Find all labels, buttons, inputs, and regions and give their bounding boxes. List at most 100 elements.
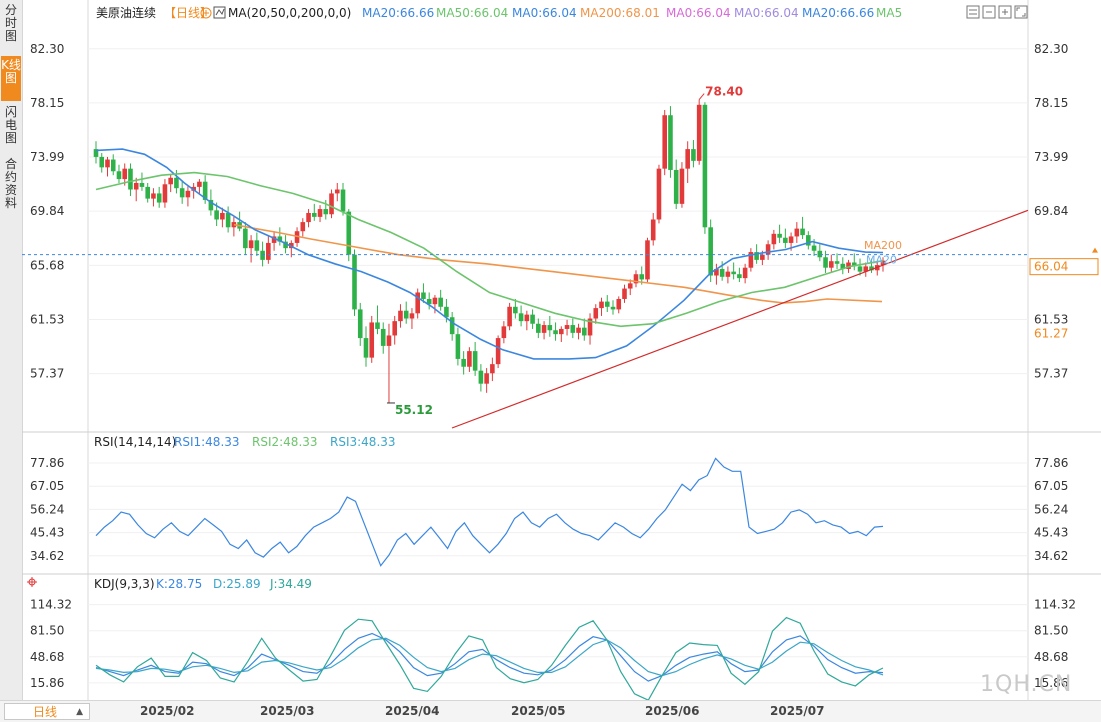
candle-body — [547, 325, 553, 331]
candle-body — [357, 309, 363, 339]
caret-up-icon: ▲ — [76, 707, 83, 717]
indicator-line-j — [95, 616, 884, 700]
candle-body — [202, 181, 208, 200]
candle-body — [380, 328, 386, 346]
current-price-label: 66.04 — [1034, 260, 1068, 274]
candle-body — [266, 242, 271, 260]
x-tick-label: 2025/02 — [140, 704, 195, 718]
candle-body — [863, 266, 869, 272]
candle-body — [645, 240, 650, 280]
candle-body — [576, 327, 581, 333]
tab-kline-chart[interactable]: K线图 — [1, 56, 21, 101]
ma-legend-item: MA5 — [876, 6, 902, 20]
indicator-legend-item: RSI1:48.33 — [174, 435, 240, 449]
candle-body — [518, 313, 524, 322]
candle-body — [599, 301, 604, 309]
zoom-in-icon[interactable] — [998, 5, 1012, 19]
indicator-legend-item: RSI2:48.33 — [252, 435, 318, 449]
candle-body — [616, 298, 622, 310]
indicator-tick-right: 15.86 — [1034, 676, 1068, 690]
settings-icon[interactable] — [966, 5, 980, 19]
candle-body — [846, 262, 851, 270]
candle-body — [110, 159, 116, 172]
candle-body — [99, 156, 105, 168]
fullscreen-icon[interactable] — [1014, 5, 1028, 19]
indicator-line-k — [95, 632, 884, 682]
current-price-box — [1029, 258, 1099, 276]
candle-body — [455, 334, 461, 359]
kdj-lines — [95, 616, 884, 700]
candle-body — [133, 182, 139, 190]
x-tick-label: 2025/04 — [385, 704, 440, 718]
ma-chart-icon[interactable] — [213, 6, 226, 19]
candle-body — [323, 209, 329, 215]
candle-body — [587, 318, 593, 336]
candle-body — [696, 104, 702, 161]
candle-body — [501, 326, 507, 339]
candle-body — [513, 306, 518, 314]
candle-body — [346, 211, 352, 255]
chart-canvas[interactable]: 美原油连续 【日线】 MA(20,50,0,200,0,0) MA20:66.6… — [0, 0, 1101, 700]
sidebar: 分时图 K线图 闪电图 合约资料 — [0, 0, 23, 700]
candle-body — [484, 373, 489, 384]
kdj-y-axis: 114.32 114.32 81.50 81.50 48.68 48.68 15.86 15.… — [30, 598, 1076, 690]
indicator-tick-left: 48.68 — [30, 650, 64, 664]
tab-timeshare-chart[interactable]: 分时图 — [4, 3, 17, 43]
ma-legend-item: MA20:66.66 — [362, 6, 434, 20]
indicator-tick-right: 45.43 — [1034, 526, 1068, 540]
candle-body — [610, 306, 616, 310]
candle-body — [765, 244, 771, 255]
zoom-out-icon[interactable] — [982, 5, 996, 19]
candle-body — [806, 235, 811, 246]
support-trendline — [451, 209, 1029, 429]
candle-body — [828, 261, 834, 268]
candle-body — [495, 338, 501, 365]
candle-body — [168, 177, 173, 185]
price-tick-right: 61.53 — [1034, 312, 1068, 326]
candle-body — [564, 325, 570, 329]
candle-body — [725, 271, 731, 277]
price-tick-right: 73.99 — [1034, 150, 1068, 164]
ma-legend-item: MA200:68.01 — [580, 6, 660, 20]
x-tick-label: 2025/07 — [770, 704, 825, 718]
price-tick-right: 69.84 — [1034, 204, 1068, 218]
candle-body — [685, 149, 690, 169]
candle-body — [220, 212, 225, 220]
high-price-label: 78.40 — [705, 85, 743, 99]
candle-body — [794, 228, 800, 237]
indicator-tick-right: 81.50 — [1034, 624, 1068, 638]
kdj-settings-icon[interactable] — [27, 577, 37, 587]
period-select-button[interactable]: 日线 ▲ — [4, 703, 90, 720]
tab-flash-chart[interactable]: 闪电图 — [4, 105, 17, 145]
price-up-icon — [1092, 247, 1098, 253]
candle-body — [524, 314, 530, 322]
candle-body — [329, 193, 334, 215]
candle-body — [800, 228, 805, 236]
indicator-tick-right: 67.05 — [1034, 479, 1068, 493]
candle-body — [737, 274, 742, 279]
candle-body — [760, 254, 765, 260]
tab-contract-info[interactable]: 合约资料 — [4, 157, 17, 210]
candle-body — [277, 236, 283, 242]
add-indicator-icon[interactable] — [200, 7, 212, 19]
candle-body — [783, 237, 788, 243]
price-tick-left: 82.30 — [30, 42, 64, 56]
candle-body — [317, 209, 323, 217]
candle-body — [398, 310, 403, 322]
ma-legend-item: MA0:66.04 — [734, 6, 799, 20]
candle-body — [392, 321, 398, 336]
candle-body — [857, 266, 863, 272]
candle-body — [248, 240, 254, 249]
ma-legend-item: MA0:66.04 — [666, 6, 731, 20]
candle-body — [639, 274, 645, 280]
candle-body — [604, 301, 610, 307]
candle-body — [139, 182, 145, 187]
candle-body — [185, 190, 191, 198]
candle-body — [128, 168, 133, 190]
candle-body — [283, 241, 288, 249]
candle-body — [811, 245, 817, 251]
indicator-tick-left: 114.32 — [30, 598, 72, 612]
indicator-tick-left: 15.86 — [30, 676, 64, 690]
candle-body — [208, 199, 214, 211]
candle-body — [840, 263, 846, 270]
